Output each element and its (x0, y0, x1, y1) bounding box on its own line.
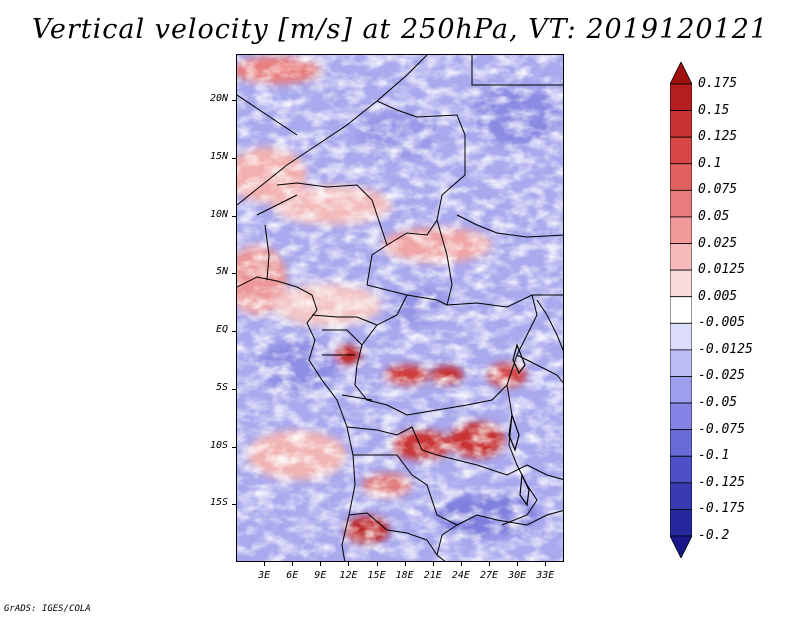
colorbar (670, 62, 692, 558)
colorbar-swatch (670, 455, 692, 484)
colorbar-swatch (670, 110, 692, 138)
lon-tick (517, 562, 519, 566)
lat-tick-label: 5N (215, 266, 228, 278)
colorbar-swatch (670, 429, 692, 457)
colorbar-label: 0.005 (698, 288, 738, 304)
colorbar-swatch (670, 509, 692, 537)
lat-tick-label: 5S (215, 381, 228, 393)
lat-tick-label: 10N (209, 208, 228, 220)
lon-tick-label: 15E (367, 570, 386, 581)
lon-tick-label: 21E (423, 570, 442, 581)
colorbar-label: 0.075 (698, 182, 738, 198)
colorbar-label: -0.2 (698, 528, 730, 543)
lon-tick (320, 562, 322, 566)
colorbar-swatch (670, 402, 692, 431)
lon-tick (376, 562, 378, 566)
colorbar-label: -0.075 (698, 421, 745, 437)
colorbar-label: -0.05 (698, 395, 738, 411)
lon-tick-label: 3E (258, 570, 271, 581)
lon-tick (404, 562, 406, 566)
map-title: Vertical velocity [m/s] at 250hPa, VT: 2… (31, 14, 769, 45)
lat-tick-label: 20N (209, 93, 228, 105)
lon-tick (489, 562, 491, 566)
lon-tick (348, 562, 350, 566)
lon-tick-label: 9E (314, 570, 327, 581)
colorbar-swatch (670, 136, 692, 165)
lon-tick (545, 562, 547, 566)
colorbar-label: -0.125 (698, 474, 745, 490)
colorbar-swatch (670, 62, 692, 85)
lon-tick-label: 33E (536, 570, 555, 581)
lat-tick (232, 215, 236, 217)
colorbar-label: -0.025 (698, 368, 745, 384)
grads-credit: GrADS: IGES/COLA (4, 604, 91, 614)
colorbar-swatch (670, 189, 692, 218)
lon-tick-label: 24E (451, 570, 470, 581)
colorbar-swatch (670, 269, 692, 298)
colorbar-label: 0.125 (698, 129, 738, 145)
lat-tick-label: 15N (209, 150, 228, 162)
colorbar-label: 0.1 (698, 155, 722, 171)
lat-tick (232, 273, 236, 275)
lon-tick-label: 18E (395, 570, 414, 581)
lat-tick (232, 331, 236, 333)
lat-tick-label: EQ (215, 324, 228, 336)
colorbar-label: 0.05 (698, 208, 730, 224)
lon-tick-label: 6E (286, 570, 299, 581)
lat-tick (232, 446, 236, 448)
colorbar-swatch (670, 243, 692, 271)
colorbar-swatch (670, 535, 692, 558)
lat-tick-label: 15S (209, 497, 228, 509)
lon-tick-label: 27E (479, 570, 499, 581)
lon-tick (264, 562, 266, 566)
lon-tick (432, 562, 434, 566)
colorbar-label: -0.0125 (698, 341, 753, 357)
lat-tick-label: 10S (209, 439, 228, 451)
colorbar-swatch (670, 83, 692, 111)
colorbar-swatch (670, 482, 692, 510)
lon-tick-label: 30E (508, 570, 527, 581)
colorbar-label: 0.025 (698, 235, 738, 251)
colorbar-label: -0.1 (698, 448, 730, 464)
colorbar-label: 0.0125 (698, 262, 745, 278)
vertical-velocity-field (237, 55, 563, 561)
lat-tick (232, 157, 236, 159)
colorbar-swatch (670, 349, 692, 377)
lakes (508, 343, 530, 507)
colorbar-label: -0.175 (698, 501, 745, 517)
colorbar-label: -0.005 (698, 315, 745, 331)
country-borders (237, 55, 563, 561)
colorbar-swatch (670, 163, 692, 191)
lon-tick (460, 562, 462, 566)
lat-tick (232, 100, 236, 102)
colorbar-swatch (670, 296, 692, 324)
colorbar-swatch (670, 376, 692, 404)
colorbar-swatch (670, 322, 692, 351)
lon-tick (292, 562, 294, 566)
colorbar-swatch (670, 216, 692, 244)
colorbar-label: 0.15 (698, 102, 730, 118)
lat-tick (232, 388, 236, 390)
lon-tick-label: 12E (339, 570, 358, 581)
colorbar-label: 0.175 (698, 76, 738, 91)
map-panel (236, 54, 564, 562)
lat-tick (232, 504, 236, 506)
